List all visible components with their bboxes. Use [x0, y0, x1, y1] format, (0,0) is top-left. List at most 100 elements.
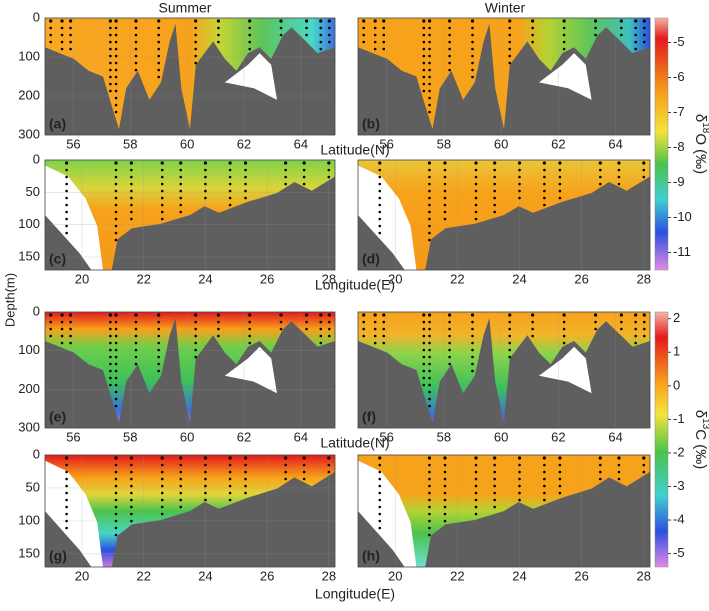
- station: [508, 313, 512, 317]
- station: [474, 161, 478, 165]
- x-tick-label: 60: [494, 429, 508, 444]
- panel-label: (e): [49, 409, 66, 425]
- station: [542, 161, 546, 165]
- seafloor: [45, 23, 335, 135]
- colorbar-label-part: C (‰): [692, 429, 709, 469]
- colorbar-tick-label: -5: [673, 34, 685, 49]
- station: [284, 161, 288, 165]
- x-tick-label: 60: [494, 136, 508, 151]
- station: [194, 313, 198, 317]
- x-tick-label: 58: [123, 136, 137, 151]
- x-tick-label: 62: [237, 429, 251, 444]
- x-tick-label: 60: [180, 429, 194, 444]
- station: [243, 456, 248, 460]
- seafloor: [45, 471, 335, 567]
- y-tick-label: 150: [18, 545, 40, 560]
- y-tick-label: 0: [33, 303, 40, 318]
- seafloor: [358, 23, 650, 135]
- station: [427, 313, 432, 317]
- panel-label: (b): [362, 116, 380, 132]
- x-tick-label: 28: [322, 568, 336, 583]
- seafloor: [358, 471, 650, 567]
- station: [619, 313, 623, 317]
- colorbar-tick-label: -1: [673, 411, 685, 426]
- station: [617, 456, 621, 460]
- station: [114, 313, 118, 317]
- panel: [44, 159, 336, 271]
- station: [327, 313, 331, 317]
- station: [470, 19, 475, 23]
- x-tick-label: 62: [551, 136, 565, 151]
- station: [160, 161, 164, 165]
- x-tick-label: 56: [379, 136, 393, 151]
- station: [474, 456, 478, 460]
- y-tick-label: 0: [33, 151, 40, 166]
- station: [642, 456, 646, 460]
- station: [642, 313, 646, 317]
- station: [60, 19, 64, 23]
- colorbar-tick-label: -10: [673, 209, 692, 224]
- station: [114, 161, 118, 165]
- panel-frame: [357, 159, 651, 271]
- station: [319, 313, 323, 317]
- x-axis-label: Longitude(E): [315, 277, 395, 293]
- y-tick-label: 200: [18, 87, 40, 102]
- station: [422, 313, 426, 317]
- station: [642, 19, 646, 23]
- panel-label: (a): [49, 116, 66, 132]
- seafloor: [45, 176, 335, 270]
- station: [203, 161, 208, 165]
- station: [179, 161, 183, 165]
- panel-frame: [357, 17, 651, 136]
- y-tick-label: 300: [18, 419, 40, 434]
- station: [60, 313, 64, 317]
- station: [279, 313, 283, 317]
- station: [531, 19, 535, 23]
- x-axis-label: Latitude(N): [320, 142, 389, 158]
- station: [382, 19, 386, 23]
- station: [129, 161, 133, 165]
- x-tick-label: 62: [237, 136, 251, 151]
- station: [448, 313, 452, 317]
- panel-frame: [44, 311, 336, 429]
- station: [64, 456, 69, 460]
- station: [634, 313, 638, 317]
- station: [378, 456, 382, 460]
- panel: [357, 17, 651, 136]
- station: [448, 19, 452, 23]
- station: [194, 19, 198, 23]
- station: [157, 19, 161, 23]
- panel: [44, 17, 336, 136]
- colorbar-tick-label: 1: [673, 344, 680, 359]
- station: [68, 19, 73, 23]
- station: [134, 19, 138, 23]
- x-tick-label: 56: [66, 136, 80, 151]
- colorbar-label-part: δ: [692, 410, 709, 418]
- colorbar-tick-label: -11: [673, 244, 691, 259]
- station: [279, 19, 283, 23]
- y-tick-label: 0: [33, 9, 40, 24]
- station: [319, 19, 323, 23]
- colorbar-label-part: 18: [700, 122, 709, 134]
- x-axis-label: Longitude(E): [315, 586, 395, 602]
- y-tick-label: 100: [18, 48, 40, 63]
- colorbar-tick-label: -3: [673, 478, 685, 493]
- panel-frame: [357, 454, 651, 568]
- station: [228, 456, 232, 460]
- column-title: Winter: [485, 0, 526, 16]
- x-tick-label: 56: [379, 429, 393, 444]
- station: [114, 19, 118, 23]
- station: [160, 456, 164, 460]
- y-tick-label: 200: [18, 381, 40, 396]
- colorbar-label-part: δ: [692, 114, 709, 122]
- colorbar-tick-label: 2: [673, 310, 680, 325]
- x-tick-label: 28: [637, 568, 651, 583]
- y-tick-label: 100: [18, 342, 40, 357]
- x-tick-label: 64: [608, 429, 622, 444]
- station: [108, 313, 112, 317]
- x-tick-label: 64: [294, 136, 308, 151]
- panel-frame: [357, 311, 651, 429]
- no-data: [45, 460, 103, 567]
- x-tick-label: 24: [512, 271, 526, 286]
